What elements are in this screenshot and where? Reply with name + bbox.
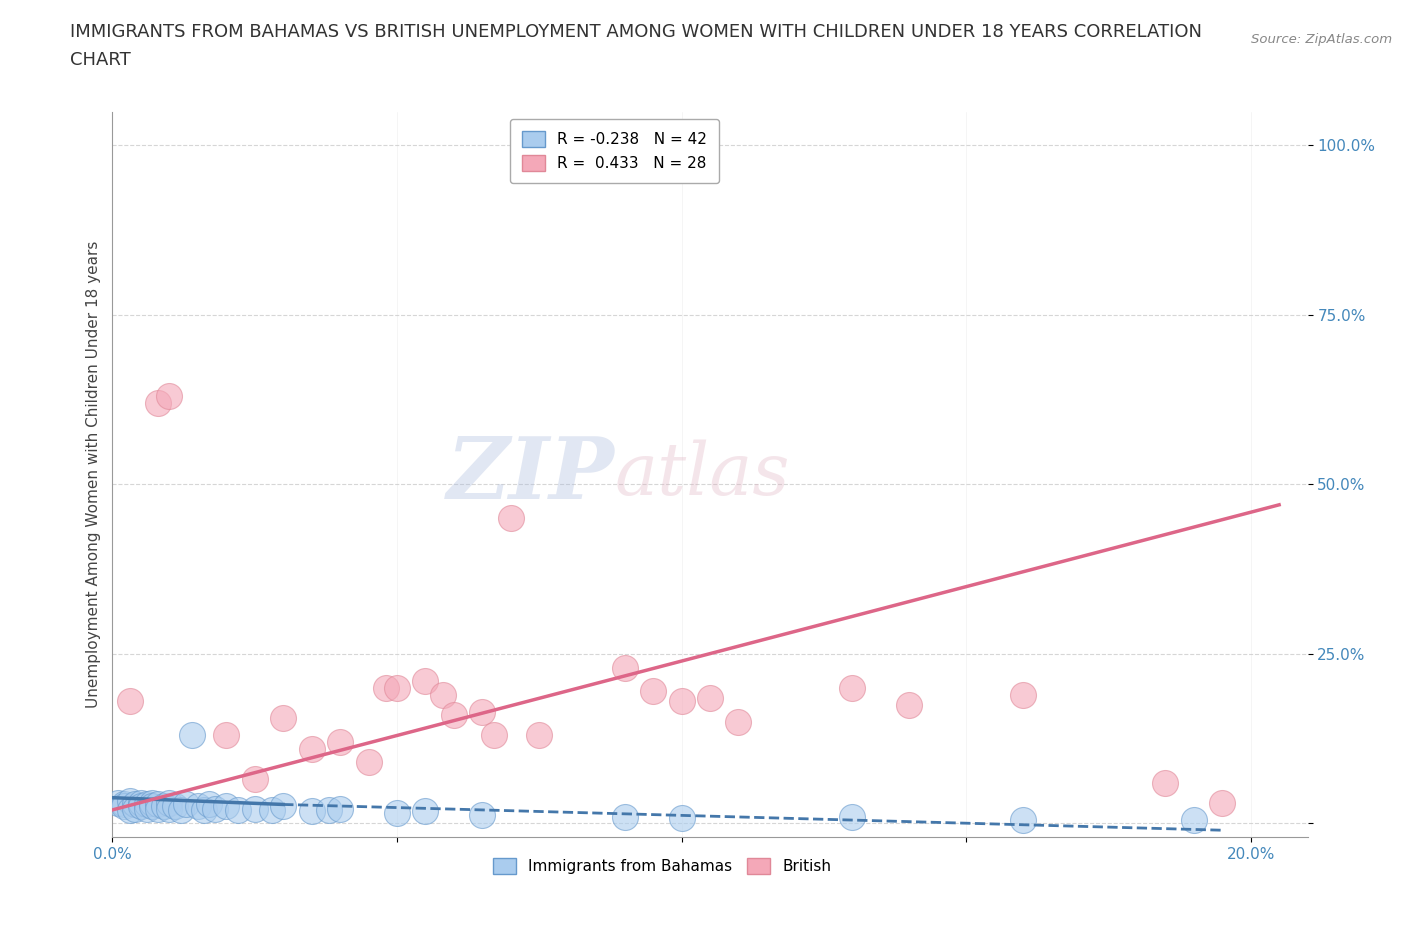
Text: Source: ZipAtlas.com: Source: ZipAtlas.com	[1251, 33, 1392, 46]
Point	[699, 691, 721, 706]
Point	[357, 755, 380, 770]
Point	[841, 681, 863, 696]
Y-axis label: Unemployment Among Women with Children Under 18 years: Unemployment Among Women with Children U…	[86, 241, 101, 708]
Point	[187, 799, 209, 814]
Point	[415, 804, 437, 818]
Point	[329, 735, 352, 750]
Point	[1211, 796, 1233, 811]
Point	[499, 511, 522, 525]
Point	[124, 797, 146, 812]
Point	[271, 711, 294, 725]
Point	[141, 796, 163, 811]
Point	[112, 799, 135, 814]
Point	[146, 797, 169, 812]
Point	[152, 799, 174, 814]
Point	[482, 728, 505, 743]
Point	[671, 811, 693, 826]
Point	[329, 801, 352, 816]
Point	[1182, 813, 1205, 828]
Point	[260, 803, 283, 817]
Point	[146, 395, 169, 410]
Legend: Immigrants from Bahamas, British: Immigrants from Bahamas, British	[486, 852, 838, 880]
Point	[124, 801, 146, 816]
Point	[157, 801, 180, 816]
Point	[165, 799, 187, 814]
Point	[471, 704, 494, 719]
Point	[443, 708, 465, 723]
Point	[415, 673, 437, 688]
Point	[841, 809, 863, 824]
Text: ZIP: ZIP	[447, 432, 614, 516]
Point	[432, 687, 454, 702]
Point	[243, 772, 266, 787]
Point	[112, 797, 135, 812]
Point	[271, 799, 294, 814]
Point	[727, 714, 749, 729]
Point	[129, 796, 152, 811]
Point	[141, 799, 163, 814]
Point	[193, 803, 215, 817]
Point	[135, 797, 157, 812]
Point	[471, 808, 494, 823]
Text: atlas: atlas	[614, 439, 790, 510]
Point	[301, 804, 323, 818]
Point	[118, 803, 141, 817]
Point	[643, 684, 665, 698]
Point	[1012, 687, 1035, 702]
Point	[157, 389, 180, 404]
Point	[157, 796, 180, 811]
Point	[529, 728, 551, 743]
Point	[118, 694, 141, 709]
Point	[318, 803, 340, 817]
Point	[385, 681, 408, 696]
Point	[215, 799, 238, 814]
Point	[135, 801, 157, 816]
Point	[1012, 813, 1035, 828]
Text: CHART: CHART	[70, 51, 131, 69]
Point	[671, 694, 693, 709]
Point	[613, 660, 636, 675]
Point	[181, 728, 204, 743]
Point	[118, 793, 141, 808]
Point	[129, 799, 152, 814]
Text: IMMIGRANTS FROM BAHAMAS VS BRITISH UNEMPLOYMENT AMONG WOMEN WITH CHILDREN UNDER : IMMIGRANTS FROM BAHAMAS VS BRITISH UNEMP…	[70, 23, 1202, 41]
Point	[170, 803, 193, 817]
Point	[146, 801, 169, 816]
Point	[898, 698, 921, 712]
Point	[385, 805, 408, 820]
Point	[215, 728, 238, 743]
Point	[243, 801, 266, 816]
Point	[613, 809, 636, 824]
Point	[198, 797, 221, 812]
Point	[226, 803, 249, 817]
Point	[107, 796, 129, 811]
Point	[204, 801, 226, 816]
Point	[374, 681, 396, 696]
Point	[176, 797, 198, 812]
Point	[1154, 776, 1177, 790]
Point	[301, 741, 323, 756]
